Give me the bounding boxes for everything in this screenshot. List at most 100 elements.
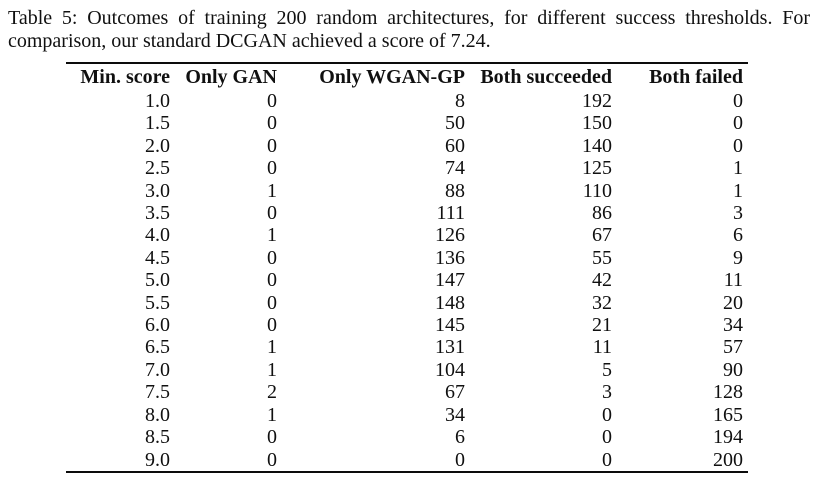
table-caption-line2: comparison, our standard DCGAN achieved … bbox=[8, 30, 491, 52]
table-cell: 21 bbox=[592, 314, 612, 337]
table-cell: 125 bbox=[582, 157, 612, 180]
table-row: 3.0 1 88 110 1 bbox=[66, 180, 748, 202]
table-cell: 200 bbox=[713, 448, 743, 471]
table-cell: 0 bbox=[602, 448, 612, 471]
table-cell: 1.0 bbox=[145, 90, 170, 112]
table-cell: 4.0 bbox=[145, 224, 170, 247]
table-row: 8.0 1 34 0 165 bbox=[66, 404, 748, 426]
table-cell: 20 bbox=[723, 291, 743, 314]
table-cell: 165 bbox=[713, 403, 743, 426]
table-caption-line1: Table 5: Outcomes of training 200 random… bbox=[8, 7, 810, 29]
table-cell: 3 bbox=[733, 202, 743, 225]
table-cell: 8.5 bbox=[145, 426, 170, 449]
table-cell: 1 bbox=[267, 403, 277, 426]
table-cell: 192 bbox=[582, 90, 612, 112]
table-cell: 32 bbox=[592, 291, 612, 314]
table-cell: 1 bbox=[267, 224, 277, 247]
table-header-row: Min. score Only GAN Only WGAN-GP Both succe… bbox=[66, 63, 748, 90]
table-row: 5.5 0 148 32 20 bbox=[66, 292, 748, 314]
table-row: 4.5 0 136 55 9 bbox=[66, 247, 748, 269]
table-cell: 0 bbox=[267, 314, 277, 337]
table-cell: 60 bbox=[445, 134, 465, 157]
table-row: 2.5 0 74 125 1 bbox=[66, 157, 748, 179]
table-cell: 111 bbox=[436, 202, 465, 225]
table-row: 1.5 0 50 150 0 bbox=[66, 112, 748, 134]
table-cell: 0 bbox=[267, 90, 277, 112]
table-cell: 34 bbox=[723, 314, 743, 337]
table-cell: 145 bbox=[435, 314, 465, 337]
column-header: Only GAN bbox=[185, 66, 277, 88]
table-cell: 5 bbox=[602, 358, 612, 381]
table-cell: 0 bbox=[733, 134, 743, 157]
table-row: 2.0 0 60 140 0 bbox=[66, 135, 748, 157]
table-cell: 136 bbox=[435, 246, 465, 269]
table-caption: Table 5: Outcomes of training 200 random… bbox=[0, 0, 818, 53]
table-row: 9.0 0 0 0 200 bbox=[66, 449, 748, 472]
table-cell: 0 bbox=[733, 90, 743, 112]
table-cell: 34 bbox=[445, 403, 465, 426]
table-cell: 8 bbox=[455, 90, 465, 112]
table-cell: 2.5 bbox=[145, 157, 170, 180]
table-cell: 1.5 bbox=[145, 112, 170, 135]
table-cell: 0 bbox=[455, 448, 465, 471]
table-cell: 0 bbox=[267, 157, 277, 180]
table-cell: 3.0 bbox=[145, 179, 170, 202]
table-cell: 50 bbox=[445, 112, 465, 135]
table-row: 6.0 0 145 21 34 bbox=[66, 314, 748, 336]
table-row: 7.5 2 67 3 128 bbox=[66, 381, 748, 403]
table-row: 4.0 1 126 67 6 bbox=[66, 224, 748, 246]
table-cell: 9 bbox=[733, 246, 743, 269]
table-cell: 55 bbox=[592, 246, 612, 269]
column-header: Both failed bbox=[649, 66, 743, 88]
table-cell: 2 bbox=[267, 381, 277, 404]
table-cell: 2.0 bbox=[145, 134, 170, 157]
table-cell: 88 bbox=[445, 179, 465, 202]
table-cell: 6.0 bbox=[145, 314, 170, 337]
table-cell: 11 bbox=[592, 336, 612, 359]
table-cell: 0 bbox=[267, 202, 277, 225]
table-row: 1.0 0 8 192 0 bbox=[66, 90, 748, 112]
table-row: 6.5 1 131 11 57 bbox=[66, 336, 748, 358]
table-cell: 150 bbox=[582, 112, 612, 135]
table-cell: 128 bbox=[713, 381, 743, 404]
table-cell: 6.5 bbox=[145, 336, 170, 359]
table-cell: 67 bbox=[592, 224, 612, 247]
table-row: 7.0 1 104 5 90 bbox=[66, 359, 748, 381]
table-cell: 5.0 bbox=[145, 269, 170, 292]
table-cell: 0 bbox=[267, 448, 277, 471]
table-cell: 11 bbox=[723, 269, 743, 292]
table-cell: 148 bbox=[435, 291, 465, 314]
table-cell: 1 bbox=[733, 157, 743, 180]
table-cell: 110 bbox=[582, 179, 612, 202]
table-cell: 1 bbox=[267, 336, 277, 359]
column-header: Min. score bbox=[80, 66, 170, 88]
table-cell: 1 bbox=[733, 179, 743, 202]
table-cell: 0 bbox=[267, 291, 277, 314]
column-header: Both succeeded bbox=[480, 66, 612, 88]
column-header: Only WGAN-GP bbox=[319, 66, 465, 88]
table-cell: 1 bbox=[267, 179, 277, 202]
table-cell: 6 bbox=[455, 426, 465, 449]
table-cell: 5.5 bbox=[145, 291, 170, 314]
table-body: 1.0 0 8 192 0 1.5 0 50 150 0 2.0 0 60 140 0 2.5 0 74 125 1 3… bbox=[66, 90, 748, 472]
table-cell: 104 bbox=[435, 358, 465, 381]
table-cell: 0 bbox=[602, 426, 612, 449]
table-cell: 74 bbox=[445, 157, 465, 180]
table-cell: 0 bbox=[602, 403, 612, 426]
table-cell: 67 bbox=[445, 381, 465, 404]
table-cell: 0 bbox=[267, 246, 277, 269]
table-cell: 0 bbox=[267, 134, 277, 157]
table-cell: 147 bbox=[435, 269, 465, 292]
table-row: 5.0 0 147 42 11 bbox=[66, 269, 748, 291]
table-cell: 3.5 bbox=[145, 202, 170, 225]
table-cell: 194 bbox=[713, 426, 743, 449]
table-cell: 90 bbox=[723, 358, 743, 381]
table-cell: 4.5 bbox=[145, 246, 170, 269]
table-cell: 140 bbox=[582, 134, 612, 157]
table-cell: 7.0 bbox=[145, 358, 170, 381]
table-cell: 1 bbox=[267, 358, 277, 381]
table-cell: 6 bbox=[733, 224, 743, 247]
results-table-wrapper: Min. score Only GAN Only WGAN-GP Both succe… bbox=[66, 62, 748, 473]
table-cell: 131 bbox=[435, 336, 465, 359]
